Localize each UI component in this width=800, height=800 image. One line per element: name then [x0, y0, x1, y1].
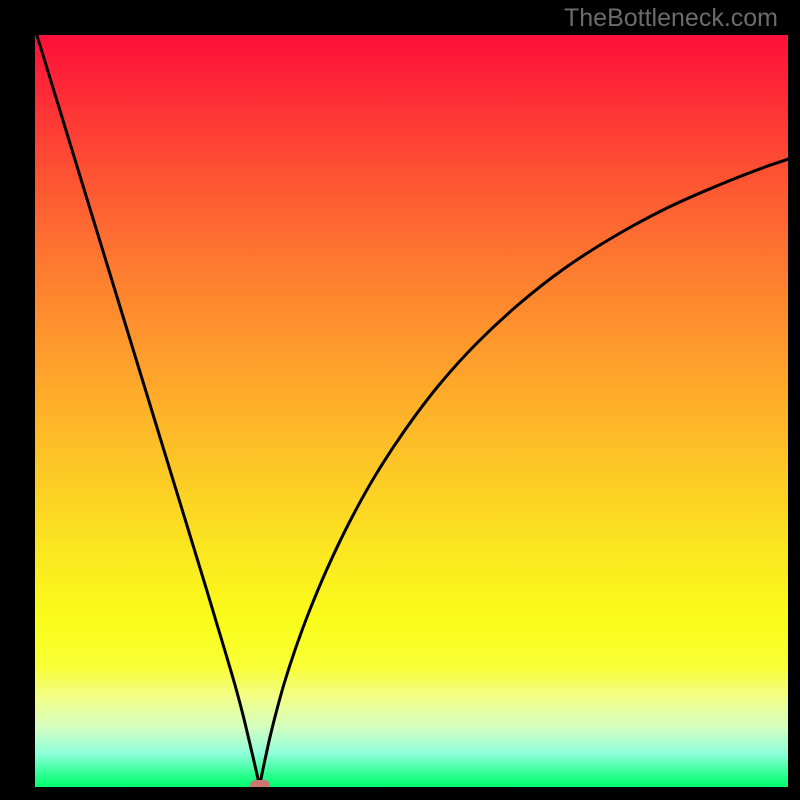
frame-right	[788, 0, 800, 800]
frame-bottom	[0, 787, 800, 800]
optimum-marker	[250, 780, 270, 788]
frame-left	[0, 0, 35, 800]
bottleneck-curve	[35, 35, 788, 787]
watermark-text: TheBottleneck.com	[564, 4, 778, 33]
plot-area	[35, 35, 788, 787]
bottleneck-curve-path	[35, 35, 788, 785]
